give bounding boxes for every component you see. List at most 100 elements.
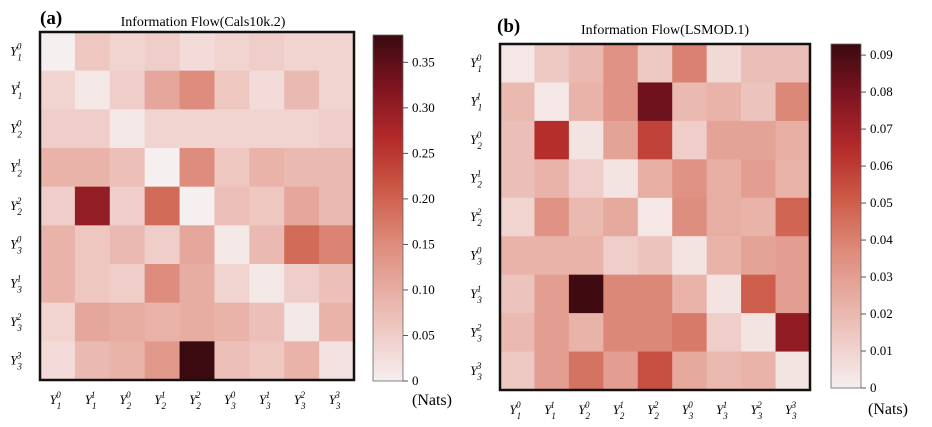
cell-b-r0-c7 <box>741 44 777 84</box>
cell-a-r3-c0 <box>40 148 76 188</box>
colorbar-tick-label: 0.30 <box>412 100 435 115</box>
cell-b-r4-c4 <box>637 197 673 237</box>
cell-b-r5-c0 <box>500 236 536 276</box>
colorbar-tick-label: 0.20 <box>412 191 435 206</box>
cell-b-r8-c8 <box>775 351 811 391</box>
cell-a-r0-c5 <box>214 32 250 72</box>
cell-a-r4-c1 <box>74 186 111 226</box>
cell-a-r6-c5 <box>214 264 250 304</box>
cell-b-r2-c2 <box>568 120 604 160</box>
cell-b-r1-c5 <box>672 82 708 122</box>
cell-a-r7-c1 <box>74 302 111 342</box>
cell-b-r6-c7 <box>741 274 777 314</box>
row-label: Y22 <box>10 196 22 217</box>
cell-a-r0-c1 <box>74 32 111 72</box>
cell-b-r4-c1 <box>534 197 570 237</box>
colorbar-tick-label: 0.05 <box>412 327 435 342</box>
cell-a-r0-c7 <box>284 32 320 72</box>
cell-a-r0-c2 <box>109 32 146 72</box>
cell-a-r4-c8 <box>319 186 355 226</box>
cell-b-r8-c6 <box>706 351 742 391</box>
panel-label-a: (a) <box>40 8 62 29</box>
cell-a-r6-c7 <box>284 264 320 304</box>
row-label: Y30 <box>470 245 482 266</box>
col-label: Y10 <box>50 390 62 411</box>
cell-a-r2-c4 <box>179 109 216 149</box>
cell-a-r4-c0 <box>40 186 76 226</box>
col-label: Y21 <box>154 390 166 411</box>
cell-a-r5-c7 <box>284 225 320 265</box>
cell-b-r6-c3 <box>603 274 639 314</box>
cell-a-r8-c4 <box>179 341 216 381</box>
colorbar-tick-label: 0.35 <box>412 54 435 69</box>
cell-a-r7-c4 <box>179 302 216 342</box>
cell-b-r0-c2 <box>568 44 604 84</box>
cell-a-r1-c0 <box>40 70 76 110</box>
cell-b-r3-c5 <box>672 159 708 199</box>
cell-b-r4-c5 <box>672 197 708 237</box>
cell-b-r7-c6 <box>706 313 742 353</box>
cell-b-r0-c0 <box>500 44 536 84</box>
cell-a-r2-c1 <box>74 109 111 149</box>
cell-a-r6-c0 <box>40 264 76 304</box>
cell-b-r0-c8 <box>775 44 811 84</box>
cell-b-r7-c1 <box>534 313 570 353</box>
cell-a-r5-c8 <box>319 225 355 265</box>
cell-a-r6-c6 <box>249 264 285 304</box>
row-label: Y20 <box>10 119 22 140</box>
cell-a-r2-c0 <box>40 109 76 149</box>
cell-a-r8-c7 <box>284 341 320 381</box>
cell-b-r8-c4 <box>637 351 673 391</box>
colorbar-tick-label: 0.04 <box>870 232 893 247</box>
cell-b-r3-c1 <box>534 159 570 199</box>
colorbar-tick-label: 0.15 <box>412 236 435 251</box>
cell-a-r3-c5 <box>214 148 250 188</box>
cell-b-r8-c2 <box>568 351 604 391</box>
heatmap-panel-a: (a) Information Flow(Cals10k.2) Y10 Y11 Y2… <box>10 8 452 411</box>
row-label: Y32 <box>10 312 22 333</box>
cell-b-r7-c2 <box>568 313 604 353</box>
cell-a-r5-c5 <box>214 225 250 265</box>
row-label: Y30 <box>10 235 22 256</box>
row-label: Y33 <box>470 361 482 382</box>
colorbar-tick-label: 0.01 <box>870 343 893 358</box>
colorbar-tick-label: 0.03 <box>870 269 893 284</box>
cell-a-r5-c3 <box>144 225 181 265</box>
cell-a-r1-c3 <box>144 70 181 110</box>
cell-a-r7-c0 <box>40 302 76 342</box>
cell-a-r8-c3 <box>144 341 181 381</box>
cell-b-r1-c1 <box>534 82 570 122</box>
cell-a-r8-c2 <box>109 341 146 381</box>
cell-b-r7-c0 <box>500 313 536 353</box>
cell-b-r6-c0 <box>500 274 536 314</box>
cell-b-r2-c1 <box>534 120 570 160</box>
cell-a-r1-c2 <box>109 70 146 110</box>
row-label: Y22 <box>470 207 482 228</box>
heatmap-cells-a <box>40 32 355 381</box>
colorbar-tick-label: 0.02 <box>870 306 893 321</box>
col-label: Y31 <box>259 390 271 411</box>
cell-b-r1-c0 <box>500 82 536 122</box>
cell-b-r4-c7 <box>741 197 777 237</box>
cell-a-r4-c7 <box>284 186 320 226</box>
cell-b-r4-c2 <box>568 197 604 237</box>
cell-b-r3-c6 <box>706 159 742 199</box>
cell-b-r0-c1 <box>534 44 570 84</box>
row-label: Y10 <box>470 53 482 74</box>
row-label: Y31 <box>10 273 22 294</box>
cell-b-r7-c3 <box>603 313 639 353</box>
cell-b-r4-c8 <box>775 197 811 237</box>
cell-b-r3-c2 <box>568 159 604 199</box>
col-label: Y32 <box>294 390 306 411</box>
col-label: Y32 <box>750 400 762 421</box>
cell-b-r5-c4 <box>637 236 673 276</box>
row-label: Y10 <box>10 41 22 62</box>
cell-b-r6-c2 <box>568 274 604 314</box>
cell-a-r8-c6 <box>249 341 285 381</box>
cell-a-r4-c5 <box>214 186 250 226</box>
cell-a-r6-c2 <box>109 264 146 304</box>
heatmap-title-b: Information Flow(LSMOD.1) <box>581 23 749 38</box>
colorbar-ticks-b: 0 0.01 0.02 0.03 0.04 0.05 0.06 0.07 0.08 0.09 <box>861 47 893 395</box>
cell-a-r8-c5 <box>214 341 250 381</box>
cell-a-r7-c3 <box>144 302 181 342</box>
